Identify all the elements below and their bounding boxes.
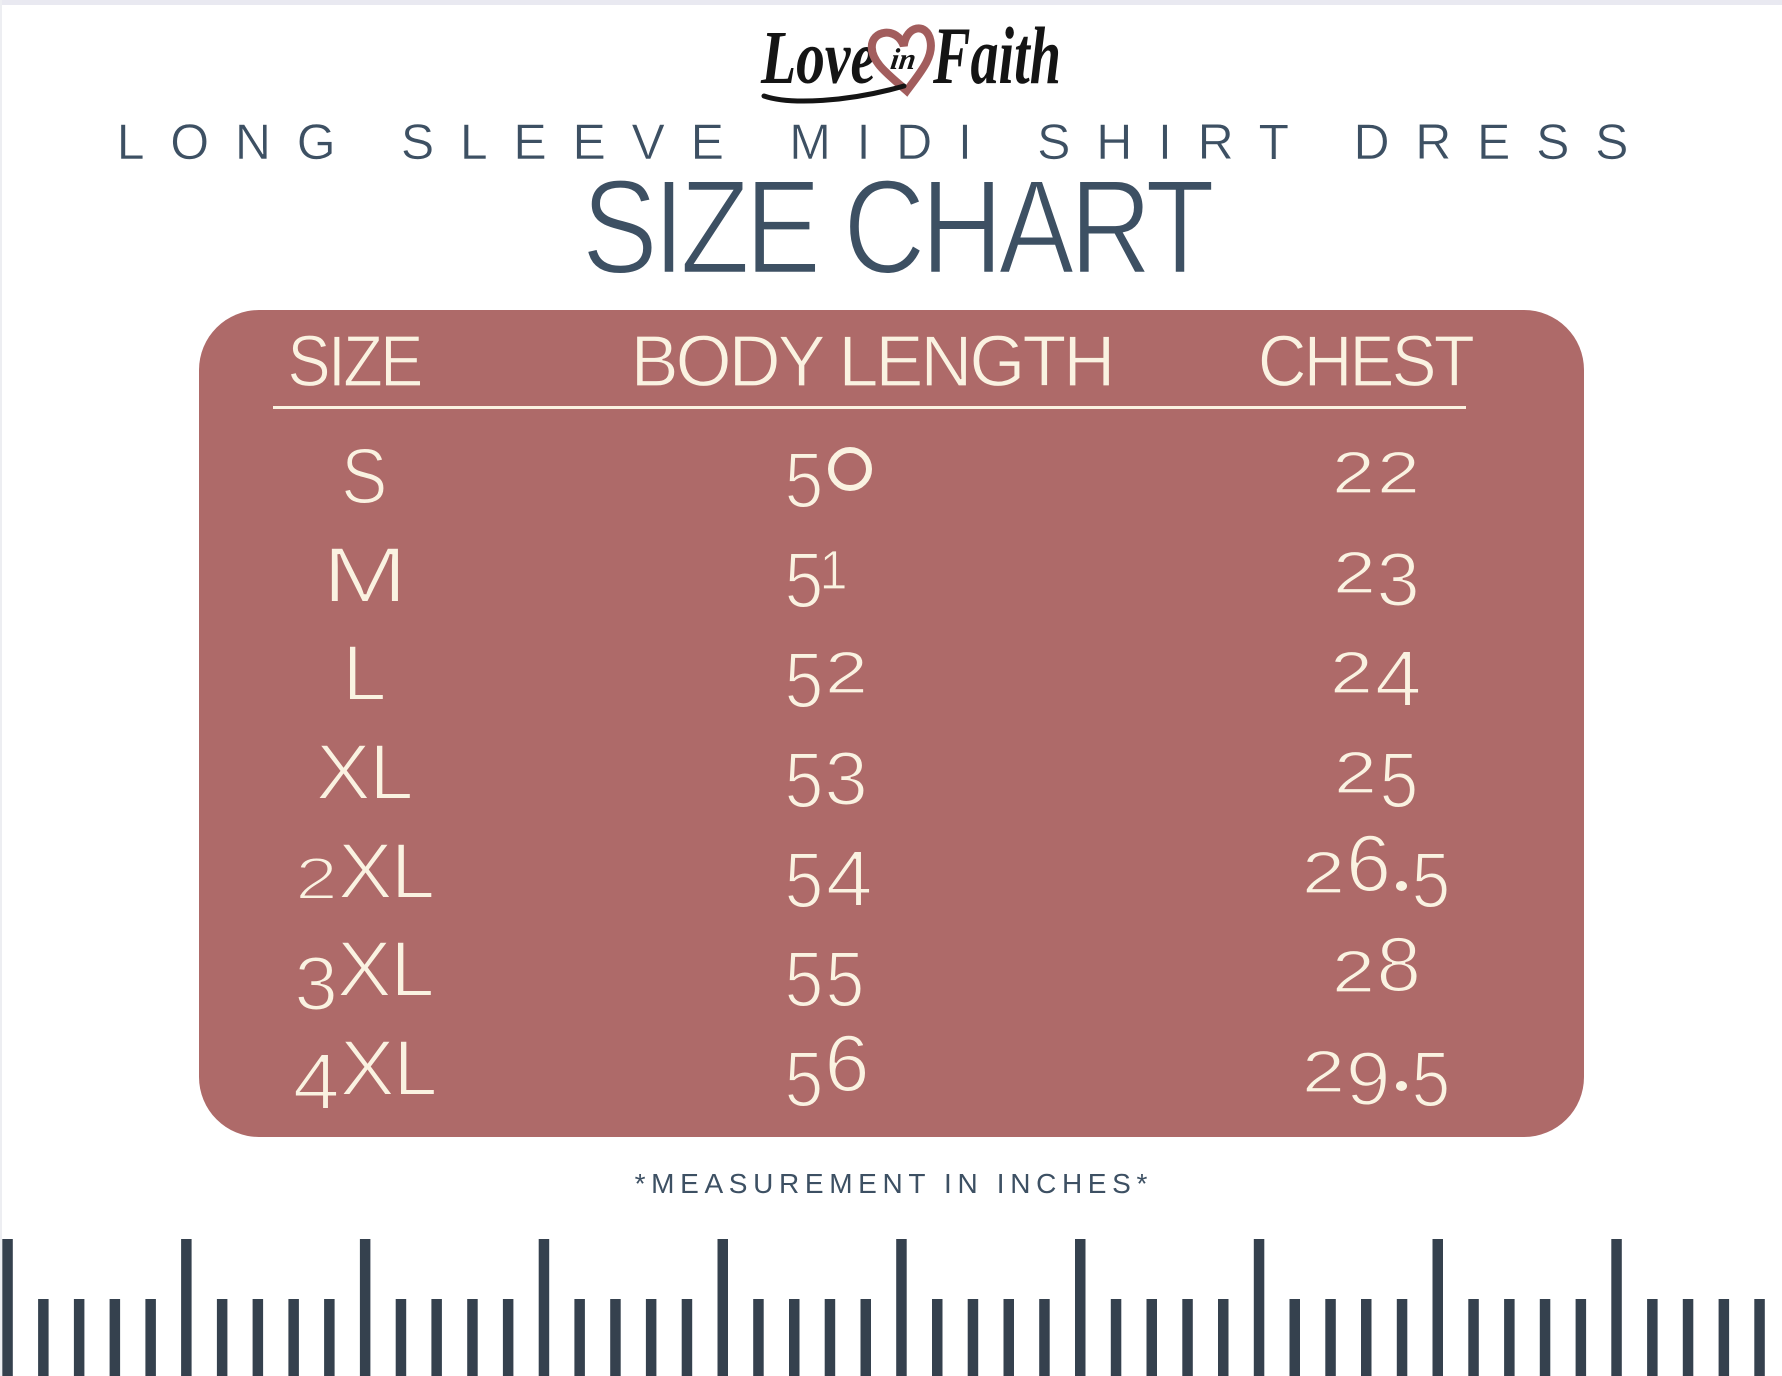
svg-text:Love: Love [760,16,876,100]
svg-text:Faith: Faith [932,10,1061,101]
